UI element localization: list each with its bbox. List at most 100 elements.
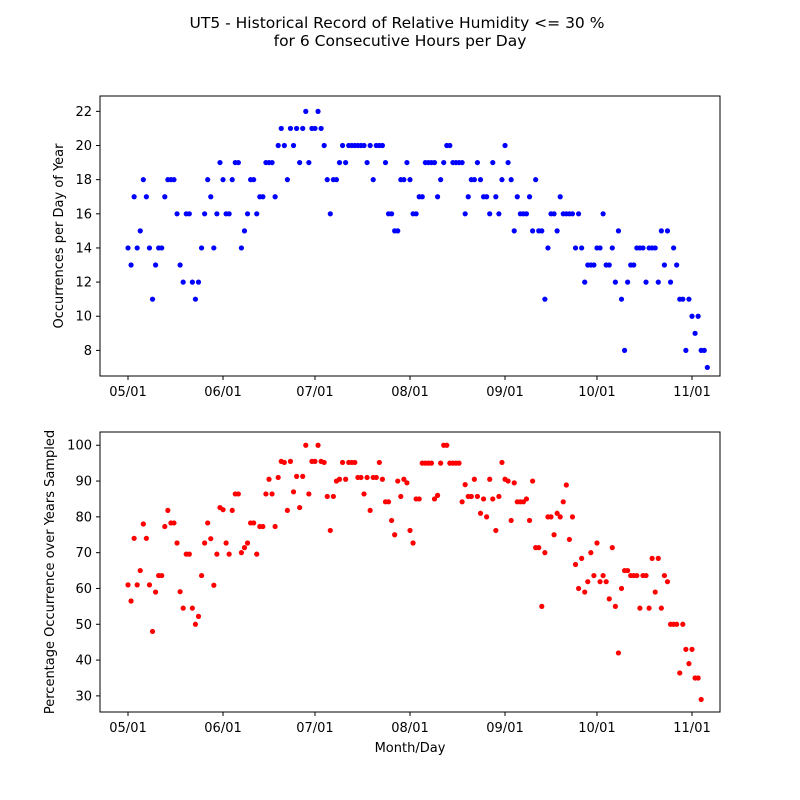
- data-point: [352, 459, 358, 466]
- data-point: [523, 496, 530, 502]
- data-point: [511, 228, 517, 234]
- data-point: [597, 579, 603, 585]
- y-tick-label: 50: [75, 618, 92, 633]
- data-point: [563, 482, 569, 488]
- x-tick-label: 09/01: [486, 721, 523, 736]
- data-point: [637, 605, 643, 611]
- data-point: [272, 523, 278, 530]
- data-point: [701, 347, 707, 353]
- data-point: [287, 458, 294, 464]
- y-tick-label: 10: [75, 310, 92, 325]
- data-point: [244, 540, 251, 546]
- data-point: [474, 493, 481, 500]
- data-point: [674, 621, 680, 627]
- data-point: [140, 521, 146, 527]
- data-point: [171, 520, 177, 526]
- data-point: [254, 211, 260, 217]
- data-point: [649, 555, 655, 561]
- data-point: [643, 572, 649, 579]
- data-point: [674, 262, 680, 268]
- data-point: [211, 582, 217, 588]
- data-point: [462, 482, 468, 488]
- data-point: [530, 478, 536, 484]
- data-point: [303, 108, 309, 114]
- data-point: [195, 279, 202, 285]
- data-point: [539, 603, 545, 609]
- data-point: [149, 296, 156, 302]
- y-tick-label: 12: [75, 276, 92, 291]
- data-point: [465, 194, 471, 200]
- x-tick-label: 09/01: [486, 385, 523, 400]
- data-point: [557, 194, 563, 200]
- data-point: [392, 532, 398, 538]
- data-point: [428, 460, 435, 466]
- x-tick-label: 07/01: [296, 385, 333, 400]
- data-point: [235, 491, 241, 497]
- x-tick-label: 06/01: [204, 385, 241, 400]
- data-point: [631, 262, 637, 268]
- data-point: [468, 493, 474, 500]
- data-point: [618, 296, 625, 302]
- y-tick-label: 70: [75, 546, 92, 561]
- data-point: [171, 177, 177, 183]
- data-point: [217, 159, 223, 166]
- data-point: [646, 605, 652, 611]
- bottom-data-points: [125, 442, 704, 703]
- data-point: [401, 476, 407, 482]
- data-point: [431, 159, 438, 166]
- data-point: [293, 473, 300, 479]
- data-point: [327, 527, 333, 534]
- y-tick-label: 20: [75, 139, 92, 154]
- data-point: [269, 491, 275, 497]
- data-point: [321, 142, 327, 149]
- data-point: [367, 507, 373, 514]
- data-point: [398, 493, 404, 500]
- data-point: [324, 177, 330, 183]
- data-point: [192, 621, 199, 627]
- data-point: [695, 675, 701, 681]
- data-point: [152, 589, 159, 595]
- data-point: [241, 228, 248, 234]
- top-data-points: [125, 108, 710, 371]
- chart-title: UT5 - Historical Record of Relative Humi…: [190, 14, 605, 32]
- data-point: [643, 279, 649, 285]
- data-point: [401, 177, 407, 183]
- data-point: [208, 194, 214, 200]
- y-tick-label: 14: [75, 241, 92, 256]
- y-tick-label: 90: [75, 475, 92, 490]
- data-point: [266, 476, 272, 482]
- data-point: [625, 567, 631, 574]
- data-point: [551, 211, 557, 217]
- data-point: [128, 262, 134, 268]
- data-point: [324, 493, 330, 500]
- data-point: [496, 493, 502, 500]
- data-point: [634, 572, 640, 579]
- data-point: [333, 177, 340, 183]
- data-point: [177, 589, 183, 595]
- data-point: [143, 535, 149, 541]
- top-plot-frame: [99, 95, 721, 377]
- data-point: [321, 459, 327, 466]
- data-point: [671, 245, 677, 251]
- data-point: [385, 499, 392, 505]
- data-point: [579, 245, 585, 251]
- data-point: [263, 491, 269, 497]
- data-point: [557, 514, 563, 520]
- data-point: [361, 142, 367, 149]
- data-point: [189, 279, 195, 285]
- data-point: [134, 245, 140, 251]
- data-point: [306, 491, 312, 497]
- data-point: [683, 646, 689, 652]
- data-point: [560, 499, 566, 505]
- data-point: [186, 551, 192, 557]
- data-point: [484, 514, 490, 520]
- data-point: [128, 598, 134, 604]
- data-point: [606, 262, 612, 268]
- data-point: [533, 177, 539, 183]
- x-tick-label: 11/01: [673, 385, 710, 400]
- data-point: [159, 572, 165, 579]
- data-point: [251, 520, 257, 526]
- data-point: [395, 478, 401, 484]
- data-point: [300, 125, 306, 132]
- data-point: [220, 507, 226, 513]
